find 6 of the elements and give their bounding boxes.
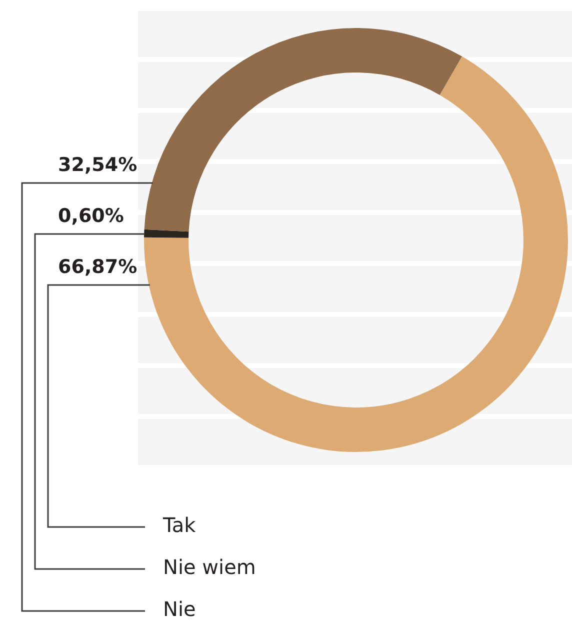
slice-label: Tak — [162, 513, 196, 538]
data-label: 32,54% — [58, 154, 138, 176]
slice-label: Nie — [163, 597, 196, 622]
data-label: 0,60% — [58, 205, 124, 227]
data-label: 66,87% — [58, 256, 138, 278]
slice-label: Nie wiem — [163, 555, 256, 580]
